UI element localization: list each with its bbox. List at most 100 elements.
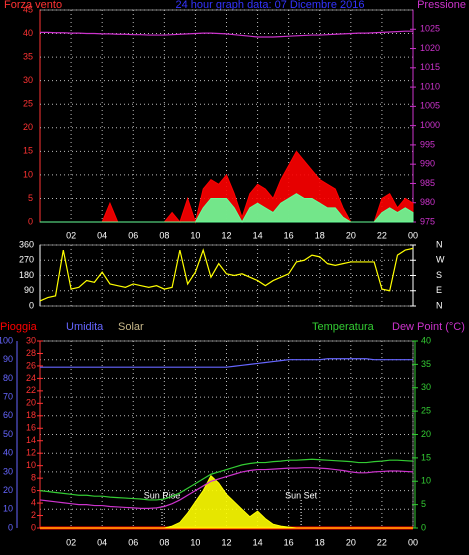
y-tick-label: 15 xyxy=(23,146,33,156)
y3-tick-label: 30 xyxy=(26,335,36,345)
y-tick-label: 360 xyxy=(19,239,34,249)
y-tick-label: 30 xyxy=(3,466,13,476)
line xyxy=(40,358,413,368)
y2-tick-label: 1000 xyxy=(420,120,440,130)
y-tick-label: 30 xyxy=(23,75,33,85)
y3-tick-label: 8 xyxy=(31,473,36,483)
x-tick-label: 00 xyxy=(408,230,418,240)
y2-tick-label: 1025 xyxy=(420,24,440,34)
y-tick-label: 25 xyxy=(23,99,33,109)
y2-tick-label: 985 xyxy=(420,178,435,188)
x-tick-label: 08 xyxy=(159,230,169,240)
legend-label: Dew Point (°C) xyxy=(392,321,465,333)
y2-tick-label: W xyxy=(436,255,445,265)
x-tick-label: 00 xyxy=(408,537,418,547)
y-tick-label: 0 xyxy=(29,300,34,310)
y2-tick-label: 35 xyxy=(421,359,431,369)
y2-tick-label: 10 xyxy=(421,476,431,486)
y-tick-label: 90 xyxy=(3,354,13,364)
y3-tick-label: 10 xyxy=(26,460,36,470)
x-tick-label: 16 xyxy=(284,230,294,240)
legend-label: Pioggia xyxy=(0,321,38,333)
y-tick-label: 5 xyxy=(28,193,33,203)
y-tick-label: 20 xyxy=(3,485,13,495)
y3-tick-label: 6 xyxy=(31,485,36,495)
y-tick-label: 45 xyxy=(23,4,33,14)
y2-tick-label: 1020 xyxy=(420,43,440,53)
x-tick-label: 10 xyxy=(190,230,200,240)
y2-tick-label: 1005 xyxy=(420,101,440,111)
area xyxy=(40,193,414,224)
annotation-label: Sun Set xyxy=(285,490,318,500)
y3-tick-label: 0 xyxy=(31,522,36,532)
x-tick-label: 04 xyxy=(97,230,107,240)
y3-tick-label: 26 xyxy=(26,360,36,370)
y-tick-label: 0 xyxy=(8,522,13,532)
y-tick-label: 40 xyxy=(23,28,33,38)
x-tick-label: 18 xyxy=(315,230,325,240)
y-tick-label: 10 xyxy=(3,504,13,514)
y-tick-label: 0 xyxy=(28,216,33,226)
x-tick-label: 06 xyxy=(128,537,138,547)
annotation-label: Sun Rise xyxy=(144,490,181,500)
y2-tick-label: 15 xyxy=(421,452,431,462)
area xyxy=(40,474,413,529)
x-tick-label: 04 xyxy=(97,537,107,547)
line xyxy=(39,467,414,509)
y-tick-label: 35 xyxy=(23,51,33,61)
y-tick-label: 60 xyxy=(3,410,13,420)
x-tick-label: 02 xyxy=(66,230,76,240)
y2-tick-label: 1015 xyxy=(420,62,440,72)
x-tick-label: 22 xyxy=(377,230,387,240)
y-tick-label: 180 xyxy=(19,270,34,280)
y2-tick-label: N xyxy=(436,300,443,310)
y3-tick-label: 14 xyxy=(26,435,36,445)
y-tick-label: 20 xyxy=(23,122,33,132)
x-tick-label: 02 xyxy=(66,537,76,547)
y3-tick-label: 28 xyxy=(26,348,36,358)
y3-tick-label: 16 xyxy=(26,423,36,433)
x-tick-label: 06 xyxy=(128,230,138,240)
y-tick-label: 80 xyxy=(3,373,13,383)
y3-tick-label: 24 xyxy=(26,373,36,383)
y-tick-label: 40 xyxy=(3,448,13,458)
y-tick-label: 90 xyxy=(24,285,34,295)
y-tick-label: 10 xyxy=(23,169,33,179)
y2-tick-label: 20 xyxy=(421,429,431,439)
y2-tick-label: 5 xyxy=(421,499,426,509)
y-tick-label: 50 xyxy=(3,429,13,439)
x-tick-label: 14 xyxy=(253,537,263,547)
plot-frame xyxy=(39,244,414,307)
y3-tick-label: 20 xyxy=(26,398,36,408)
y2-tick-label: E xyxy=(436,285,442,295)
y2-tick-label: 990 xyxy=(420,159,435,169)
chart-title: 24 hour graph data: 07 Dicembre 2016 xyxy=(176,0,365,11)
y-axis-label: Forza vento xyxy=(4,0,62,11)
x-tick-label: 16 xyxy=(284,537,294,547)
y-tick-label: 100 xyxy=(0,335,13,345)
y2-tick-label: S xyxy=(436,270,442,280)
line xyxy=(39,458,414,501)
y2-tick-label: 995 xyxy=(420,139,435,149)
x-tick-label: 20 xyxy=(346,537,356,547)
y-tick-label: 270 xyxy=(19,255,34,265)
x-tick-label: 12 xyxy=(221,230,231,240)
y2-tick-label: 25 xyxy=(421,406,431,416)
x-tick-label: 08 xyxy=(159,537,169,547)
x-tick-label: 14 xyxy=(253,230,263,240)
y2-tick-label: 30 xyxy=(421,382,431,392)
y2-tick-label: 0 xyxy=(421,522,426,532)
y2-tick-label: 40 xyxy=(421,335,431,345)
line xyxy=(39,247,414,302)
x-tick-label: 20 xyxy=(346,230,356,240)
y2-axis-label: Pressione xyxy=(417,0,466,11)
y-tick-label: 70 xyxy=(3,391,13,401)
x-tick-label: 22 xyxy=(377,537,387,547)
line xyxy=(40,30,413,38)
legend-label: Temperatura xyxy=(312,321,375,333)
y2-tick-label: 975 xyxy=(420,216,435,226)
x-tick-label: 10 xyxy=(190,537,200,547)
y2-tick-label: 980 xyxy=(420,197,435,207)
